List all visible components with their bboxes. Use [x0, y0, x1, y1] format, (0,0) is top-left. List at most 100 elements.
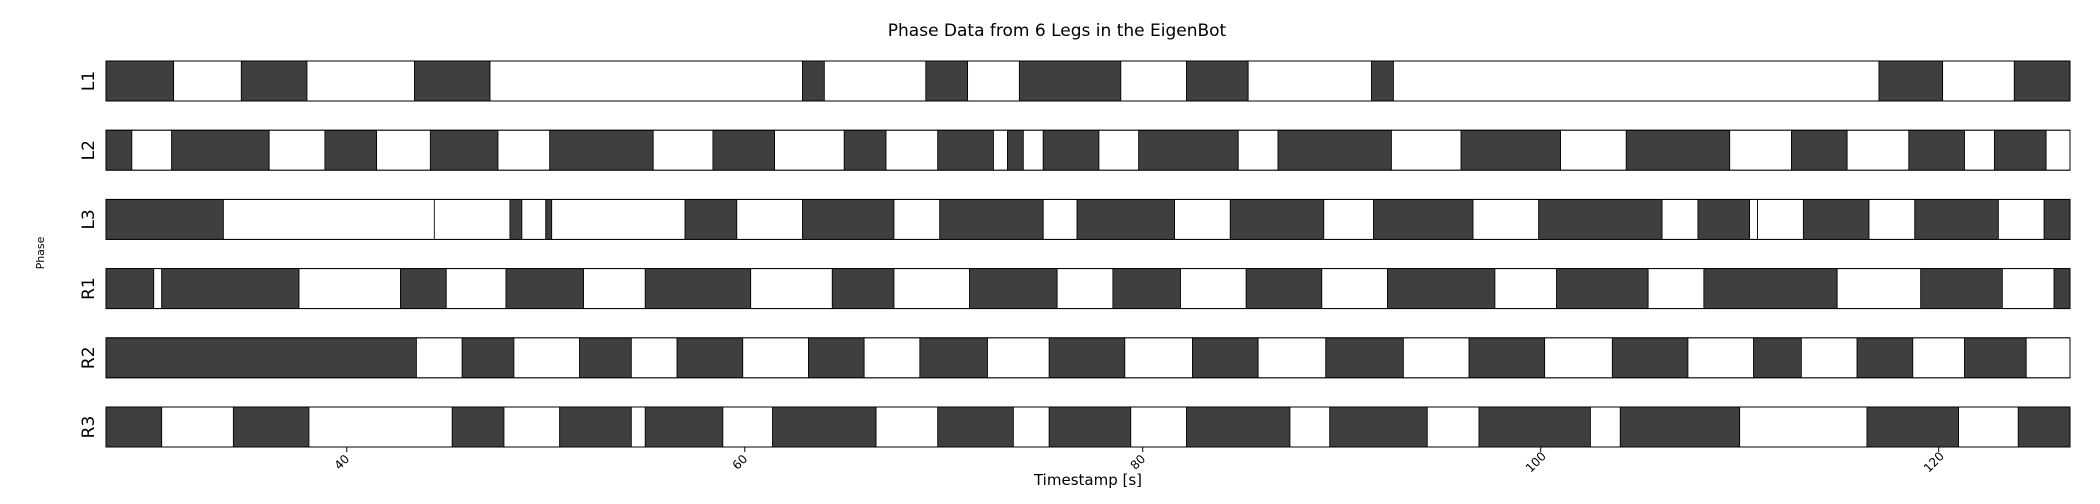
phase-segment-l2-33	[2045, 129, 2071, 171]
phase-segment-r3-17	[1289, 406, 1331, 448]
phase-segment-l2-7	[497, 129, 551, 171]
phase-segment-l2-14	[937, 129, 994, 171]
row-label-l2: L2	[79, 140, 99, 160]
x-tick-label-60: 60	[730, 452, 751, 473]
phase-segment-r3-18	[1329, 406, 1428, 448]
phase-segment-r3-11	[875, 406, 939, 448]
phase-segment-r2-4	[579, 337, 632, 379]
phase-segment-r1-14	[1112, 268, 1181, 310]
phase-segment-r3-21	[1590, 406, 1621, 448]
phase-segment-l3-24	[1802, 198, 1870, 240]
row-frame-l3	[105, 198, 2071, 240]
phase-segment-l2-30	[1908, 129, 1965, 171]
phase-segment-r3-0	[105, 406, 163, 448]
phase-segment-l2-24	[1460, 129, 1561, 171]
phase-row-r2: R2	[79, 337, 2071, 379]
phase-segment-r1-25	[2001, 268, 2055, 310]
row-label-r2: R2	[79, 346, 99, 369]
phase-segment-r3-8	[644, 406, 724, 448]
phase-row-r3: R3	[79, 406, 2071, 448]
phase-segment-r3-24	[1866, 406, 1959, 448]
phase-segment-r2-3	[513, 337, 580, 379]
phase-segment-r2-8	[808, 337, 865, 379]
phase-segment-l2-26	[1625, 129, 1731, 171]
phase-segment-l2-31	[1964, 129, 1995, 171]
phase-segment-r3-1	[161, 406, 234, 448]
phase-segment-r2-25	[1912, 337, 1965, 379]
phase-segment-l1-11	[1120, 60, 1187, 102]
phase-segment-r3-15	[1130, 406, 1187, 448]
phase-segment-r1-26	[2053, 268, 2071, 310]
phase-segment-l1-1	[173, 60, 242, 102]
phase-segment-l1-17	[1942, 60, 2015, 102]
phase-segment-r1-22	[1703, 268, 1838, 310]
phase-segment-r3-9	[722, 406, 774, 448]
phase-segment-r1-3	[298, 268, 401, 310]
row-label-l3: L3	[79, 209, 99, 229]
phase-segment-r2-12	[1048, 337, 1126, 379]
phase-segment-r3-4	[451, 406, 505, 448]
phase-segment-r2-2	[461, 337, 515, 379]
phase-segment-r3-23	[1739, 406, 1868, 448]
phase-segment-r1-4	[400, 268, 447, 310]
phase-segment-r1-21	[1647, 268, 1705, 310]
phase-segment-r1-0	[105, 268, 155, 310]
phase-segment-l3-12	[1042, 198, 1078, 240]
phase-segment-r3-19	[1426, 406, 1480, 448]
phase-segment-l3-11	[939, 198, 1044, 240]
phase-segment-l2-29	[1846, 129, 1910, 171]
phase-segment-r1-20	[1556, 268, 1649, 310]
phase-segment-r2-17	[1402, 337, 1470, 379]
phase-segment-l2-11	[774, 129, 845, 171]
chart-title: Phase Data from 6 Legs in the EigenBot	[888, 21, 1227, 41]
phase-segment-r2-22	[1753, 337, 1802, 379]
phase-segment-l2-0	[105, 129, 133, 171]
phase-segment-r1-1	[153, 268, 163, 310]
phase-segment-l3-23	[1757, 198, 1804, 240]
phase-segment-l1-15	[1393, 60, 1880, 102]
phase-segment-r3-2	[232, 406, 310, 448]
phase-segment-l2-32	[1993, 129, 2047, 171]
phase-segment-r2-18	[1468, 337, 1546, 379]
phase-segment-r2-27	[2025, 337, 2071, 379]
phase-segment-r2-16	[1325, 337, 1404, 379]
row-frame-r1	[105, 268, 2071, 310]
phase-segment-r3-26	[2017, 406, 2071, 448]
phase-segment-l2-1	[131, 129, 173, 171]
phase-segment-l3-1	[223, 198, 435, 240]
phase-segment-r3-3	[308, 406, 453, 448]
phase-segment-l2-5	[376, 129, 431, 171]
phase-segment-l2-18	[1042, 129, 1100, 171]
phase-segment-r2-21	[1687, 337, 1755, 379]
phase-segment-l1-18	[2013, 60, 2071, 102]
phase-segment-l3-20	[1661, 198, 1699, 240]
x-tick-label-80: 80	[1128, 452, 1149, 473]
phase-segment-l2-15	[993, 129, 1008, 171]
phase-segment-r1-18	[1387, 268, 1496, 310]
phase-segment-r2-6	[676, 337, 744, 379]
phase-segment-l3-28	[2043, 198, 2071, 240]
x-axis-label: Timestamp [s]	[1033, 471, 1142, 489]
phase-segment-l2-10	[712, 129, 775, 171]
phase-segment-r2-7	[742, 337, 809, 379]
phase-segment-l3-9	[802, 198, 895, 240]
phase-segment-l1-6	[802, 60, 825, 102]
phase-segment-l2-19	[1098, 129, 1140, 171]
phase-segment-r1-7	[583, 268, 646, 310]
row-label-l1: L1	[79, 71, 99, 91]
phase-segment-r2-10	[919, 337, 988, 379]
phase-segment-r2-20	[1611, 337, 1689, 379]
phase-segment-r1-9	[750, 268, 833, 310]
phase-segment-r1-19	[1494, 268, 1558, 310]
x-tick-label-40: 40	[332, 452, 353, 473]
x-tick-label-120: 120	[1921, 449, 1947, 475]
phase-segment-r3-16	[1186, 406, 1291, 448]
phase-segment-r2-11	[987, 337, 1050, 379]
phase-segment-l3-4	[521, 198, 547, 240]
phase-segment-l1-7	[823, 60, 927, 102]
phase-rows: L1 L2 L3 R1 R2 R3	[79, 60, 2071, 448]
phase-segment-l3-6	[551, 198, 686, 240]
phase-segment-r3-14	[1048, 406, 1132, 448]
phase-segment-r1-12	[969, 268, 1058, 310]
